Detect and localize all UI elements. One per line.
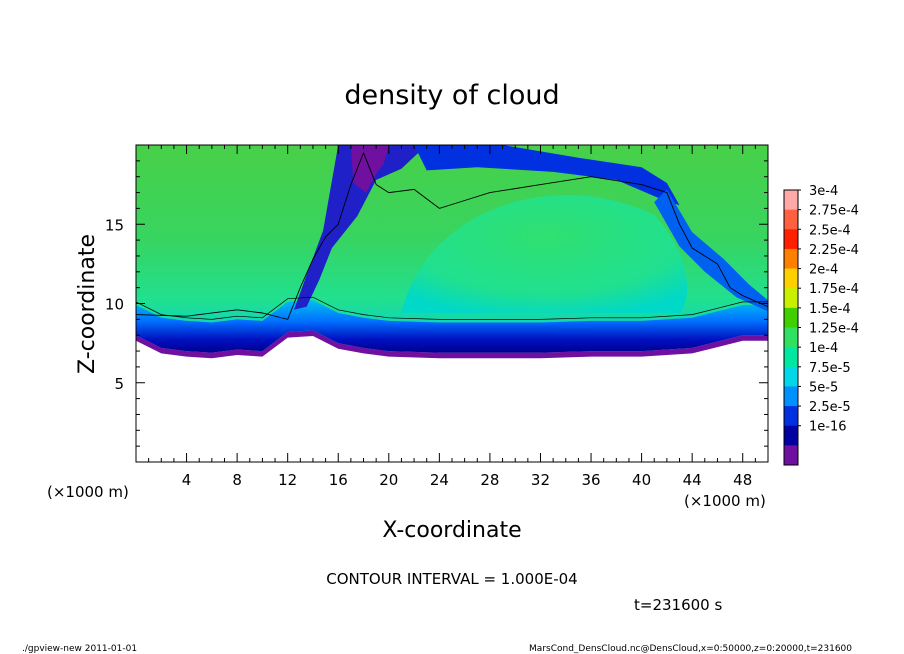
colorbar-swatch — [784, 327, 798, 348]
colorbar-label: 7.5e-5 — [809, 361, 851, 376]
colorbar-label: 2.5e-4 — [809, 223, 851, 238]
x-tick-label: 24 — [430, 471, 449, 489]
contour-line-base — [135, 296, 768, 320]
x-unit-label-right: (×1000 m) — [684, 492, 766, 510]
colorbar-label: 2.5e-5 — [809, 400, 851, 415]
colorbar-label: 1.5e-4 — [809, 302, 851, 317]
y-axis: 5 10 15 — [105, 160, 768, 447]
x-tick-label: 44 — [683, 471, 702, 489]
colorbar-swatch — [784, 229, 798, 250]
plume-right-tail — [654, 189, 768, 312]
colorbar-swatch — [784, 445, 798, 466]
x-tick-label: 28 — [480, 471, 499, 489]
footer-left: ./gpview-new 2011-01-01 — [22, 644, 137, 654]
colorbar-label: 1.25e-4 — [809, 322, 859, 337]
x-tick-label: 20 — [379, 471, 398, 489]
colorbar-swatch — [784, 268, 798, 289]
low-density-band — [136, 300, 768, 353]
x-unit-label-left: (×1000 m) — [47, 483, 129, 501]
colorbar-label: 1e-4 — [809, 341, 838, 356]
contour-interval-label: CONTOUR INTERVAL = 1.000E-04 — [326, 570, 577, 588]
colorbar-swatch — [784, 366, 798, 387]
colorbar-label: 2.25e-4 — [809, 243, 859, 258]
x-tick-label: 8 — [232, 471, 242, 489]
plume-right-arm — [414, 145, 680, 206]
heatmap-field — [136, 145, 768, 359]
colorbar-swatch — [784, 406, 798, 427]
colorbar-swatch — [784, 209, 798, 230]
contour-line-1e-4 — [135, 151, 769, 320]
colorbar-label: 1e-16 — [809, 420, 847, 435]
x-axis: 4 8 12 16 20 24 28 32 36 40 44 48 — [148, 145, 756, 489]
time-label: t=231600 s — [634, 596, 722, 614]
y-tick-label: 15 — [105, 216, 124, 234]
colorbar-label: 1.75e-4 — [809, 282, 859, 297]
x-axis-label: X-coordinate — [382, 518, 521, 543]
x-tick-label: 16 — [329, 471, 348, 489]
footer-right: MarsCond_DensCloud.nc@DensCloud,x=0:5000… — [529, 644, 852, 654]
x-tick-label: 32 — [531, 471, 550, 489]
colorbar-swatch — [784, 190, 798, 211]
x-tick-label: 40 — [632, 471, 651, 489]
contour-lines — [135, 151, 769, 320]
colorbar-label: 2e-4 — [809, 263, 838, 278]
central-dome — [401, 195, 688, 314]
x-tick-label: 48 — [733, 471, 752, 489]
colorbar-swatch — [784, 347, 798, 368]
colorbar-swatch — [784, 288, 798, 309]
x-tick-label: 36 — [581, 471, 600, 489]
colorbar-label: 5e-5 — [809, 380, 838, 395]
y-tick-label: 5 — [114, 375, 124, 393]
x-tick-label: 4 — [182, 471, 192, 489]
colorbar-swatch — [784, 248, 798, 270]
colorbar: 3e-4 2.75e-4 2.5e-4 2.25e-4 2e-4 1.75e-4 1.5e-… — [783, 184, 859, 466]
y-axis-label: Z-coordinate — [75, 234, 100, 374]
colorbar-label: 2.75e-4 — [809, 204, 859, 219]
colorbar-swatch — [784, 307, 798, 328]
x-tick-label: 12 — [278, 471, 297, 489]
colorbar-label: 3e-4 — [809, 184, 838, 199]
colorbar-swatch — [784, 386, 798, 407]
chart-title: density of cloud — [344, 80, 559, 111]
cloud-base-fringe — [136, 330, 768, 359]
y-tick-label: 10 — [105, 296, 124, 314]
colorbar-swatch — [784, 425, 798, 446]
